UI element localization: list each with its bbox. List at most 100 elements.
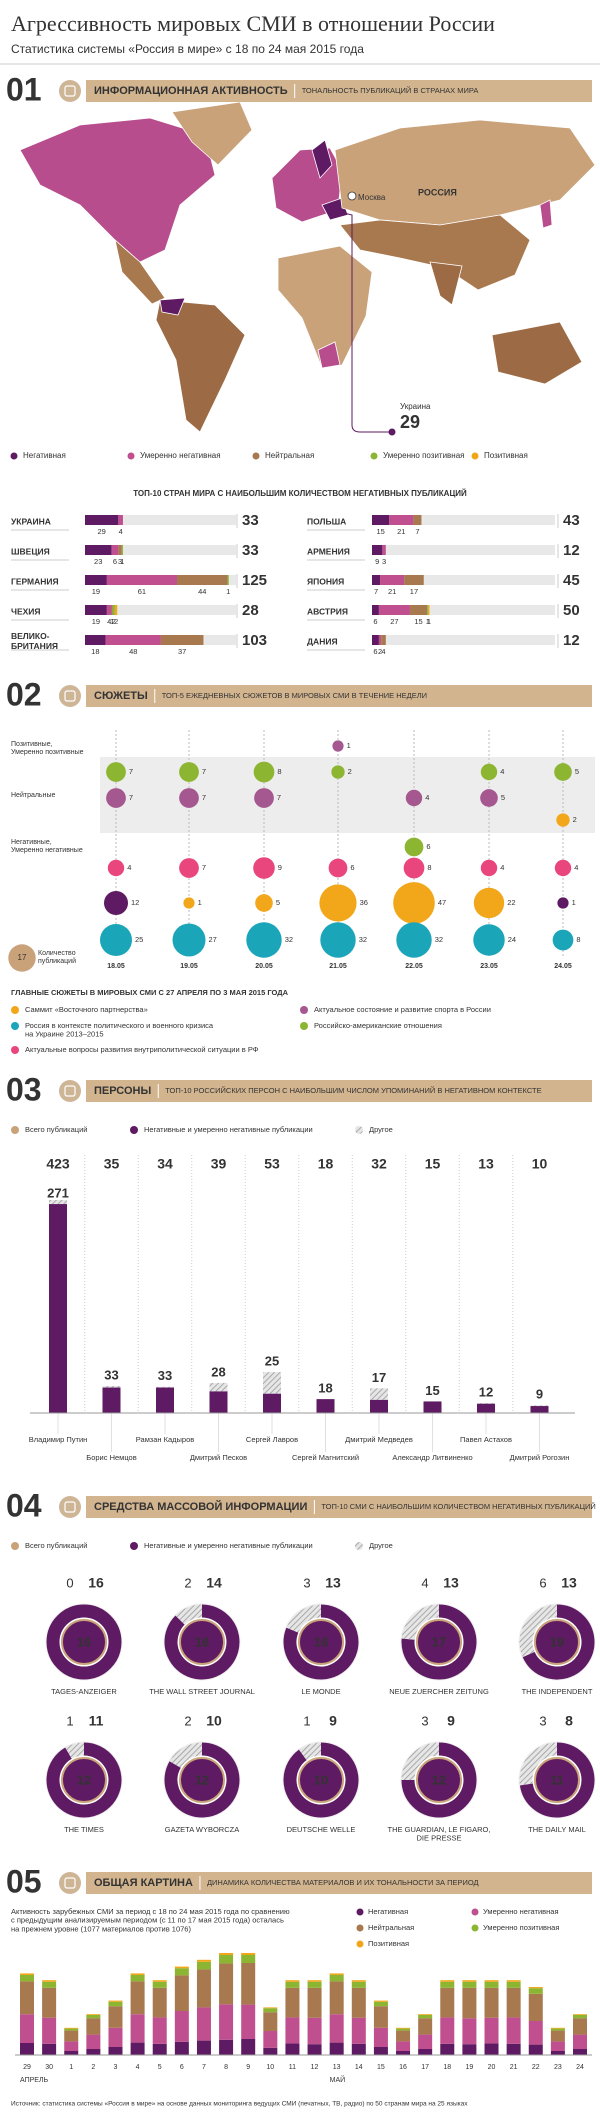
- column-segment: [174, 1966, 189, 1969]
- column-segment: [462, 1987, 477, 2019]
- column-segment: [506, 1980, 521, 1982]
- bar-segment: [378, 605, 410, 615]
- column-segment: [152, 1980, 167, 1982]
- bar-segment: [121, 545, 123, 555]
- legend-label: Негативные и умеренно негативные публика…: [144, 1541, 313, 1550]
- bar-segment: [118, 515, 123, 525]
- world-map: [19, 101, 596, 436]
- size-legend-value: 17: [18, 953, 27, 962]
- column-segment: [130, 1981, 145, 2015]
- total-label: 33: [242, 542, 259, 559]
- bubble-label: 7: [277, 793, 281, 802]
- column-segment: [307, 1987, 322, 2018]
- column-segment: [152, 1981, 167, 1988]
- map-region: [339, 214, 531, 291]
- bubble-label: 12: [131, 898, 139, 907]
- column-segment: [64, 2027, 79, 2029]
- column-segment: [528, 2021, 543, 2045]
- bar-segment: [428, 605, 430, 615]
- bar-segment: [106, 575, 177, 585]
- legend-swatch: [127, 452, 135, 460]
- bar-segment: [112, 605, 115, 615]
- bubble: [107, 859, 125, 877]
- column-segment: [307, 2044, 322, 2055]
- column-segment: [130, 2014, 145, 2043]
- column-segment: [550, 2028, 565, 2031]
- negative-label: 9: [329, 1713, 337, 1729]
- other-label: 6: [539, 1575, 546, 1590]
- country-label: ДАНИЯ: [307, 636, 338, 646]
- date-label: 21.05: [329, 963, 347, 970]
- column-segment: [550, 2030, 565, 2042]
- negative-label: 9: [447, 1713, 455, 1729]
- legend-label: Негативные и умеренно негативные публика…: [144, 1125, 313, 1134]
- bubble: [396, 922, 432, 958]
- legend-label: Умеренно позитивная: [483, 1923, 559, 1932]
- column-segment: [219, 1953, 234, 1955]
- segment-label: 19: [92, 587, 100, 596]
- column-segment: [550, 2051, 565, 2055]
- bubble-label: 7: [129, 793, 133, 802]
- total-label: 12: [432, 1772, 446, 1787]
- bar-segment: [380, 575, 405, 585]
- column-segment: [373, 2027, 388, 2047]
- person-name: Сергей Магнитский: [292, 1453, 359, 1462]
- bubble: [403, 857, 425, 879]
- day-label: 24: [576, 2064, 584, 2071]
- section-strip: [86, 1496, 592, 1518]
- segment-label: 21: [388, 587, 396, 596]
- country-label: ШВЕЦИЯ: [11, 546, 50, 556]
- other-arc: [298, 1742, 322, 1761]
- segment-label: 1: [110, 617, 114, 626]
- country-label: ПОЛЬША: [307, 516, 346, 526]
- total-label: 35: [104, 1156, 120, 1172]
- negative-arc: [164, 1604, 240, 1680]
- column-segment: [307, 1980, 322, 1982]
- segment-label: 1: [427, 617, 431, 626]
- map-region: [277, 245, 373, 369]
- column-segment: [20, 2014, 34, 2043]
- map-region: [311, 139, 333, 179]
- column-segment: [329, 2014, 344, 2043]
- column-segment: [462, 1980, 477, 1982]
- total-label: 19: [550, 1634, 564, 1649]
- legend-label: Всего публикаций: [25, 1541, 87, 1550]
- bar-segment: [372, 575, 381, 585]
- section-subtitle: ДИНАМИКА КОЛИЧЕСТВА МАТЕРИАЛОВ И ИХ ТОНА…: [207, 1878, 479, 1887]
- day-label: 6: [180, 2064, 184, 2071]
- country-label: РОССИЯ: [418, 187, 457, 197]
- segment-label: 37: [178, 647, 186, 656]
- section-subtitle: ТОП-10 РОССИЙСКИХ ПЕРСОН С НАИБОЛЬШИМ ЧИ…: [165, 1086, 541, 1095]
- day-label: 2: [91, 2064, 95, 2071]
- legend-swatch: [355, 1126, 363, 1134]
- legend-label: Негативная: [368, 1907, 408, 1916]
- column-segment: [130, 2042, 145, 2055]
- column-segment: [462, 2044, 477, 2055]
- section-strip: [86, 1080, 592, 1102]
- section-strip: [86, 685, 592, 707]
- column-segment: [373, 2001, 388, 2007]
- day-label: 19: [466, 2064, 474, 2071]
- bubble-label: 8: [576, 935, 580, 944]
- map-region: [334, 119, 596, 226]
- map-region: [317, 341, 341, 369]
- bar-segment: [372, 635, 379, 645]
- total-label: 33: [242, 512, 259, 529]
- bubble-label: 47: [438, 898, 446, 907]
- column-segment: [86, 2049, 101, 2055]
- day-label: 18: [443, 2064, 451, 2071]
- segment-label: 7: [415, 527, 419, 536]
- column-segment: [484, 2043, 499, 2055]
- total-label: 18: [318, 1156, 334, 1172]
- legend-swatch: [370, 452, 378, 460]
- other-arc: [401, 1742, 440, 1781]
- bubble-label: 7: [202, 793, 206, 802]
- section-icon-glyph: [64, 1501, 76, 1513]
- map-region: [114, 238, 166, 305]
- media-name: GAZETA WYBORCZA: [165, 1825, 239, 1834]
- column-segment: [196, 2040, 211, 2055]
- column-segment: [373, 2006, 388, 2028]
- column-segment: [196, 1961, 211, 1970]
- section-title: ПЕРСОНЫ: [94, 1085, 151, 1097]
- segment-label: 4: [119, 527, 123, 536]
